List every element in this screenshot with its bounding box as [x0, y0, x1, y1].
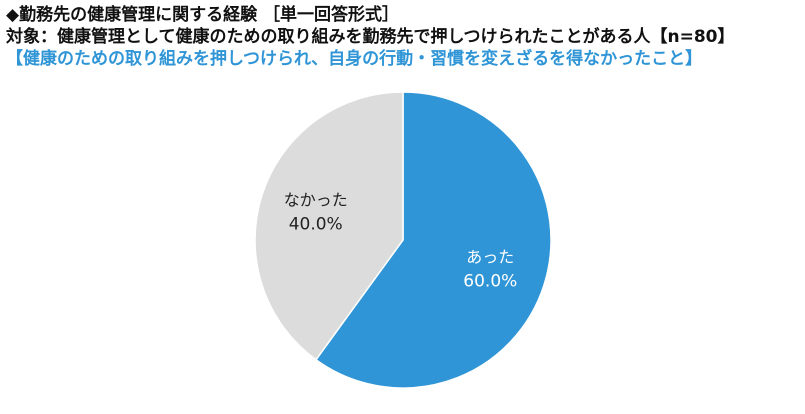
- pie-slices: [254, 91, 552, 389]
- chart-header: ◆勤務先の健康管理に関する経験 ［単一回答形式］ 対象：健康管理として健康のため…: [6, 4, 799, 70]
- pie-label-no: なかった: [284, 191, 348, 210]
- pie-slice-yes: [314, 91, 552, 389]
- pie-slice-no: [254, 91, 404, 361]
- pie-labels: あった 60.0% なかった 40.0%: [284, 191, 518, 292]
- chart-question: 【健康のための取り組みを押しつけられ、自身の行動・習慣を変えざるを得なかったこと…: [6, 49, 703, 69]
- pie-label-yes: あった: [466, 247, 514, 266]
- pie-value-yes: 60.0%: [463, 271, 517, 291]
- pie-value-no: 40.0%: [289, 215, 343, 235]
- chart-title: ◆勤務先の健康管理に関する経験 ［単一回答形式］: [6, 5, 399, 25]
- chart-target-respondents: 対象：健康管理として健康のための取り組みを勤務先で押しつけられたことがある人【n…: [6, 27, 735, 47]
